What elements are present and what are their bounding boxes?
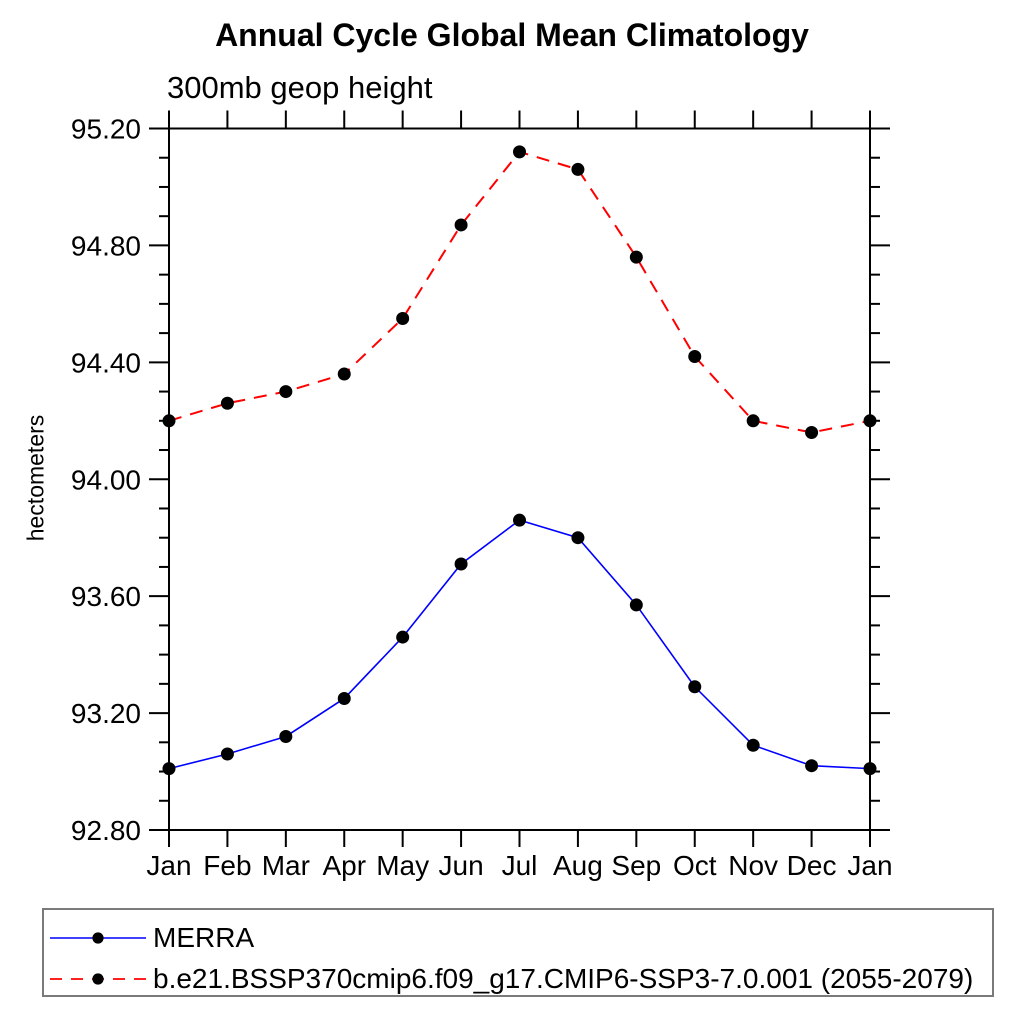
- y-tick-label: 92.80: [71, 815, 141, 846]
- y-tick-label: 94.40: [71, 347, 141, 378]
- x-tick-label: Dec: [787, 850, 837, 881]
- data-point-marker: [337, 367, 351, 381]
- legend-marker-icon: [92, 932, 104, 944]
- data-point-marker: [162, 762, 176, 776]
- data-point-marker: [863, 414, 877, 428]
- data-point-marker: [279, 385, 293, 399]
- data-point-marker: [805, 425, 819, 439]
- data-point-marker: [454, 557, 468, 571]
- legend: MERRA b.e21.BSSP370cmip6.f09_g17.CMIP6-S…: [42, 908, 994, 997]
- data-point-marker: [396, 630, 410, 644]
- x-tick-label: Oct: [673, 850, 717, 881]
- x-tick-label: Jul: [502, 850, 538, 881]
- data-point-marker: [571, 162, 585, 176]
- data-point-marker: [863, 762, 877, 776]
- data-point-marker: [396, 311, 410, 325]
- data-point-marker: [746, 738, 760, 752]
- x-tick-label: Nov: [728, 850, 778, 881]
- data-point-marker: [629, 250, 643, 264]
- x-tick-label: Aug: [553, 850, 603, 881]
- legend-line-sample-solid: [50, 932, 146, 944]
- x-tick-label: Mar: [262, 850, 310, 881]
- data-point-marker: [629, 598, 643, 612]
- data-point-marker: [279, 729, 293, 743]
- x-tick-label: Jan: [146, 850, 191, 881]
- x-tick-label: Jun: [439, 850, 484, 881]
- y-tick-label: 95.20: [71, 114, 141, 145]
- x-tick-label: May: [376, 850, 429, 881]
- data-point-marker: [337, 691, 351, 705]
- data-point-marker: [513, 145, 526, 159]
- data-point-marker: [571, 531, 585, 545]
- legend-marker-icon: [92, 973, 104, 985]
- legend-item-model: b.e21.BSSP370cmip6.f09_g17.CMIP6-SSP3-7.…: [49, 963, 974, 994]
- legend-line-sample-dashed: [50, 973, 146, 985]
- y-tick-label: 94.80: [71, 230, 141, 261]
- plot-frame: [168, 127, 871, 831]
- y-tick-label: 93.20: [71, 698, 141, 729]
- y-tick-label: 93.60: [71, 581, 141, 612]
- legend-label-merra: MERRA: [153, 922, 255, 953]
- x-tick-label: Jan: [847, 850, 892, 881]
- y-tick-label: 94.00: [71, 464, 141, 495]
- x-tick-label: Apr: [322, 850, 366, 881]
- x-tick-label: Sep: [611, 850, 661, 881]
- data-point-marker: [688, 680, 702, 694]
- legend-item-merra: MERRA: [49, 922, 255, 953]
- data-point-marker: [162, 414, 176, 428]
- data-point-marker: [220, 396, 234, 410]
- chart-subtitle: 300mb geop height: [167, 70, 433, 105]
- data-point-marker: [688, 349, 702, 363]
- legend-label-model: b.e21.BSSP370cmip6.f09_g17.CMIP6-SSP3-7.…: [153, 963, 974, 994]
- data-point-marker: [513, 513, 526, 527]
- series-line-0: [168, 519, 871, 770]
- series-line-1: [168, 150, 871, 434]
- data-point-marker: [805, 759, 819, 773]
- data-point-marker: [220, 747, 234, 761]
- data-point-marker: [454, 218, 468, 232]
- data-point-marker: [746, 414, 760, 428]
- x-tick-label: Feb: [203, 850, 251, 881]
- chart-title: Annual Cycle Global Mean Climatology: [215, 17, 809, 53]
